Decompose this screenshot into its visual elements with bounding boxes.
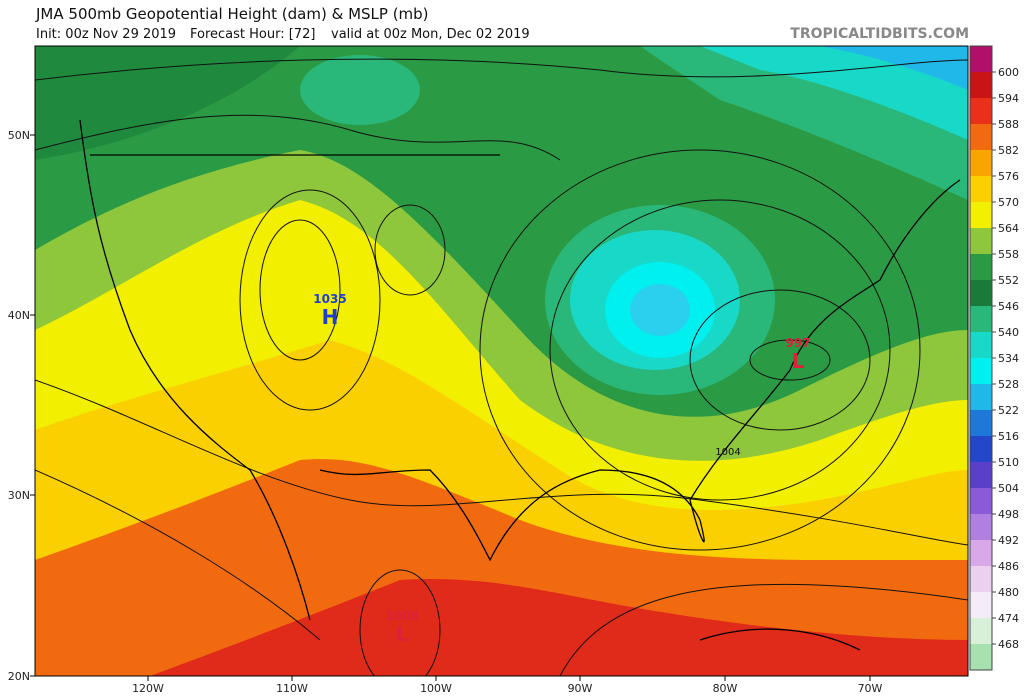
colorbar-label: 552 (998, 274, 1019, 287)
colorbar-swatch (970, 384, 992, 410)
pressure-value: 997 (785, 336, 810, 350)
colorbar-label: 510 (998, 456, 1019, 469)
pressure-value: 1035 (313, 292, 346, 306)
colorbar-label: 480 (998, 586, 1019, 599)
colorbar-swatch (970, 436, 992, 462)
colorbar-label: 588 (998, 118, 1019, 131)
colorbar-label: 558 (998, 248, 1019, 261)
colorbar-label: 546 (998, 300, 1019, 313)
colorbar-swatch (970, 410, 992, 436)
map (35, 46, 968, 676)
colorbar-label: 594 (998, 92, 1019, 105)
colorbar-swatch (970, 228, 992, 254)
contour-label: 1004 (715, 447, 740, 458)
colorbar-label: 492 (998, 534, 1019, 547)
colorbar-swatch (970, 462, 992, 488)
colorbar-label: 570 (998, 196, 1019, 209)
colorbar-swatch (970, 254, 992, 280)
colorbar-swatch (970, 618, 992, 644)
pressure-letter: L (396, 622, 409, 646)
colorbar-label: 540 (998, 326, 1019, 339)
colorbar-label: 582 (998, 144, 1019, 157)
pressure-value: 1008 (385, 609, 418, 623)
colorbar-swatch (970, 514, 992, 540)
colorbar-swatch (970, 488, 992, 514)
colorbar-label: 528 (998, 378, 1019, 391)
colorbar-swatch (970, 202, 992, 228)
init-time: Init: 00z Nov 29 2019 (36, 27, 176, 42)
colorbar-swatch (970, 176, 992, 202)
colorbar-swatch (970, 592, 992, 618)
pressure-letter: L (792, 349, 805, 373)
colorbar-label: 564 (998, 222, 1019, 235)
colorbar-swatch (970, 644, 992, 670)
forecast-hour: Forecast Hour: [72] (190, 27, 315, 42)
colorbar-swatch (970, 150, 992, 176)
colorbar-label: 516 (998, 430, 1019, 443)
colorbar-label: 576 (998, 170, 1019, 183)
colorbar-swatch (970, 540, 992, 566)
lon-label: 70W (858, 682, 883, 695)
lat-label: 20N (8, 670, 30, 683)
valid-time: valid at 00z Mon, Dec 02 2019 (331, 27, 530, 42)
colorbar: 600 594 588 582 576 570 564 558 552 546 540 534 528 5… (969, 45, 1019, 671)
colorbar-label: 474 (998, 612, 1019, 625)
lon-label: 100W (420, 682, 452, 695)
lon-label: 80W (713, 682, 738, 695)
colorbar-label: 498 (998, 508, 1019, 521)
lon-label: 110W (276, 682, 308, 695)
lat-label: 30N (8, 489, 30, 502)
colorbar-swatch (970, 306, 992, 332)
colorbar-swatch (970, 358, 992, 384)
colorbar-swatch (970, 280, 992, 306)
map-frame (34, 45, 969, 677)
colorbar-swatch (970, 46, 992, 72)
colorbar-swatch (970, 332, 992, 358)
colorbar-label: 468 (998, 638, 1019, 651)
lon-label: 90W (568, 682, 593, 695)
lat-label: 50N (8, 129, 30, 142)
colorbar-swatch (970, 72, 992, 98)
colorbar-label: 522 (998, 404, 1019, 417)
site-name: TROPICALTIDBITS.COM (790, 26, 969, 42)
colorbar-label: 600 (998, 66, 1019, 79)
colorbar-label: 504 (998, 482, 1019, 495)
lat-label: 40N (8, 309, 30, 322)
colorbar-swatch (970, 98, 992, 124)
colorbar-label: 486 (998, 560, 1019, 573)
colorbar-label: 534 (998, 352, 1019, 365)
pressure-letter: H (322, 305, 339, 329)
lon-label: 120W (132, 682, 164, 695)
colorbar-swatch (970, 566, 992, 592)
colorbar-swatch (970, 124, 992, 150)
title: JMA 500mb Geopotential Height (dam) & MS… (35, 5, 429, 23)
